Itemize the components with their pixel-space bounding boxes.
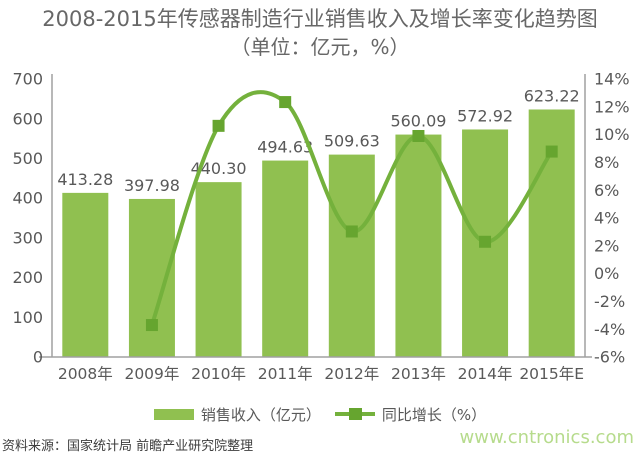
- x-axis-label: 2011年: [258, 365, 313, 383]
- bar-value-label: 560.09: [390, 112, 446, 131]
- left-tick-label: 600: [12, 109, 43, 128]
- left-axis-ticks: 700 600 500 400 300 200 100 0: [12, 70, 43, 367]
- axes: [39, 74, 592, 358]
- legend-item-growth: 同比增长（%）: [334, 404, 487, 425]
- line-marker: [212, 119, 225, 132]
- watermark-link[interactable]: www.cntronics.com: [459, 427, 634, 448]
- right-tick-label: -2%: [594, 292, 625, 311]
- line-swatch-icon: [334, 407, 375, 421]
- bar: [62, 192, 109, 357]
- bar-value-label: 623.22: [524, 86, 580, 105]
- bar: [195, 182, 242, 357]
- right-tick-label: 6%: [594, 181, 619, 200]
- x-axis-label: 2009年: [124, 365, 179, 383]
- bar-series: [62, 109, 575, 357]
- page-title: 2008-2015年传感器制造行业销售收入及增长率变化趋势图: [42, 7, 598, 31]
- bar-value-label: 397.98: [124, 176, 180, 195]
- legend-line-label: 同比增长（%）: [381, 405, 487, 424]
- x-axis-label: 2015年E: [519, 365, 584, 383]
- bar-value-label: 440.30: [191, 159, 247, 178]
- right-tick-label: 4%: [594, 209, 619, 228]
- line-marker: [479, 235, 492, 248]
- line-marker: [412, 129, 425, 142]
- line-series: [145, 90, 558, 332]
- x-axis-labels: 2008年 2009年 2010年 2011年 2012年 2013年 2014年 2015年…: [58, 365, 584, 383]
- bar: [395, 134, 442, 357]
- right-tick-label: -4%: [594, 320, 625, 339]
- x-axis-label: 2013年: [391, 365, 446, 383]
- line-marker: [279, 96, 292, 109]
- right-tick-label: 10%: [594, 125, 630, 144]
- left-tick-label: 700: [12, 70, 43, 89]
- right-tick-label: 14%: [594, 70, 630, 89]
- left-tick-label: 100: [12, 308, 43, 327]
- x-axis-label: 2010年: [191, 365, 246, 383]
- chart-canvas: 413.28 397.98 440.30 494.63 509.63 560.09 572.…: [12, 70, 630, 383]
- legend-bar-label: 销售收入（亿元）: [200, 405, 321, 424]
- right-tick-label: -6%: [594, 348, 625, 367]
- line-marker: [145, 319, 158, 332]
- bar-value-label: 413.28: [57, 170, 113, 189]
- right-tick-label: 12%: [594, 97, 630, 116]
- chart-subtitle: （单位：亿元，%）: [230, 35, 410, 59]
- legend: 销售收入（亿元） 同比增长（%）: [0, 402, 640, 426]
- x-axis-label: 2014年: [458, 365, 513, 383]
- line-marker: [345, 225, 358, 238]
- right-tick-label: 0%: [594, 264, 619, 283]
- left-tick-label: 500: [12, 149, 43, 168]
- left-tick-label: 300: [12, 228, 43, 247]
- right-axis-ticks: 14% 12% 10% 8% 6% 4% 2% 0% -2% -4% -6%: [594, 70, 630, 367]
- left-tick-label: 400: [12, 189, 43, 208]
- bar-value-label: 572.92: [457, 106, 513, 125]
- left-tick-label: 0: [33, 348, 43, 367]
- bar: [262, 160, 309, 357]
- right-tick-label: 2%: [594, 236, 619, 255]
- legend-item-revenue: 销售收入（亿元）: [153, 404, 321, 425]
- x-axis-label: 2012年: [324, 365, 379, 383]
- right-tick-label: 8%: [594, 153, 619, 172]
- bar-value-label: 494.63: [257, 138, 313, 157]
- data-source-note: 资料来源：国家统计局 前瞻产业研究院整理: [2, 439, 254, 454]
- bar-value-labels: 413.28 397.98 440.30 494.63 509.63 560.09 572.…: [57, 86, 579, 194]
- bar-swatch-icon: [153, 408, 194, 420]
- x-axis-label: 2008年: [58, 365, 113, 383]
- bar: [328, 154, 375, 357]
- line-marker: [545, 145, 558, 158]
- left-tick-label: 200: [12, 268, 43, 287]
- bar-value-label: 509.63: [324, 132, 380, 151]
